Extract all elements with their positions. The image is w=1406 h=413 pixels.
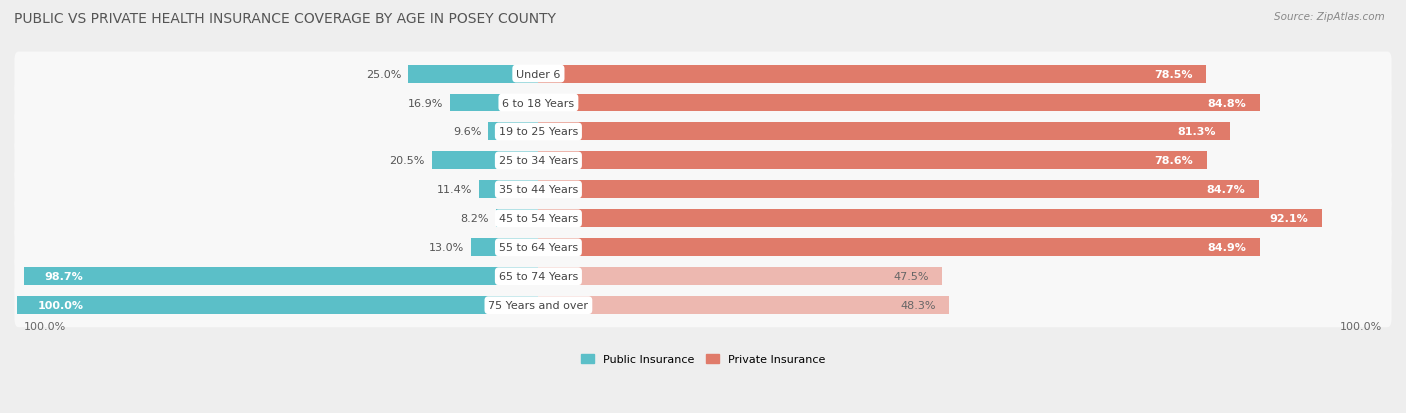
Bar [432, 152, 538, 170]
Text: 92.1%: 92.1% [1270, 214, 1308, 224]
Bar [538, 268, 942, 285]
Text: 100.0%: 100.0% [1340, 321, 1382, 331]
Legend: Public Insurance, Private Insurance: Public Insurance, Private Insurance [576, 350, 830, 369]
Text: Under 6: Under 6 [516, 69, 561, 79]
Text: 98.7%: 98.7% [45, 272, 83, 282]
FancyBboxPatch shape [14, 226, 1392, 270]
Text: 100.0%: 100.0% [38, 301, 84, 311]
Text: 9.6%: 9.6% [453, 127, 481, 137]
Text: PUBLIC VS PRIVATE HEALTH INSURANCE COVERAGE BY AGE IN POSEY COUNTY: PUBLIC VS PRIVATE HEALTH INSURANCE COVER… [14, 12, 555, 26]
Text: 19 to 25 Years: 19 to 25 Years [499, 127, 578, 137]
Text: 84.8%: 84.8% [1208, 98, 1246, 108]
Text: 81.3%: 81.3% [1178, 127, 1216, 137]
Text: 35 to 44 Years: 35 to 44 Years [499, 185, 578, 195]
Bar [538, 239, 1260, 256]
Bar [496, 210, 538, 228]
FancyBboxPatch shape [14, 168, 1392, 212]
Bar [17, 297, 538, 314]
Bar [538, 152, 1206, 170]
Bar [479, 181, 538, 199]
Text: 84.7%: 84.7% [1206, 185, 1244, 195]
Text: 48.3%: 48.3% [900, 301, 935, 311]
Text: 78.5%: 78.5% [1154, 69, 1192, 79]
Text: Source: ZipAtlas.com: Source: ZipAtlas.com [1274, 12, 1385, 22]
FancyBboxPatch shape [14, 110, 1392, 154]
FancyBboxPatch shape [14, 52, 1392, 96]
FancyBboxPatch shape [14, 283, 1392, 328]
Bar [538, 65, 1206, 83]
Text: 78.6%: 78.6% [1154, 156, 1194, 166]
Bar [488, 123, 538, 141]
Bar [538, 123, 1230, 141]
Text: 25.0%: 25.0% [366, 69, 401, 79]
Bar [471, 239, 538, 256]
Text: 100.0%: 100.0% [24, 321, 66, 331]
Bar [24, 268, 538, 285]
Text: 6 to 18 Years: 6 to 18 Years [502, 98, 575, 108]
Bar [538, 94, 1260, 112]
FancyBboxPatch shape [14, 255, 1392, 299]
FancyBboxPatch shape [14, 81, 1392, 125]
Text: 45 to 54 Years: 45 to 54 Years [499, 214, 578, 224]
Text: 47.5%: 47.5% [893, 272, 928, 282]
Text: 20.5%: 20.5% [389, 156, 425, 166]
Bar [450, 94, 538, 112]
FancyBboxPatch shape [14, 139, 1392, 183]
Text: 75 Years and over: 75 Years and over [488, 301, 588, 311]
Text: 13.0%: 13.0% [429, 243, 464, 253]
Bar [408, 65, 538, 83]
Bar [538, 181, 1258, 199]
FancyBboxPatch shape [14, 197, 1392, 241]
Text: 84.9%: 84.9% [1208, 243, 1247, 253]
Text: 25 to 34 Years: 25 to 34 Years [499, 156, 578, 166]
Text: 55 to 64 Years: 55 to 64 Years [499, 243, 578, 253]
Bar [538, 210, 1322, 228]
Text: 8.2%: 8.2% [460, 214, 489, 224]
Text: 11.4%: 11.4% [437, 185, 472, 195]
Text: 65 to 74 Years: 65 to 74 Years [499, 272, 578, 282]
Bar [538, 297, 949, 314]
Text: 16.9%: 16.9% [408, 98, 443, 108]
